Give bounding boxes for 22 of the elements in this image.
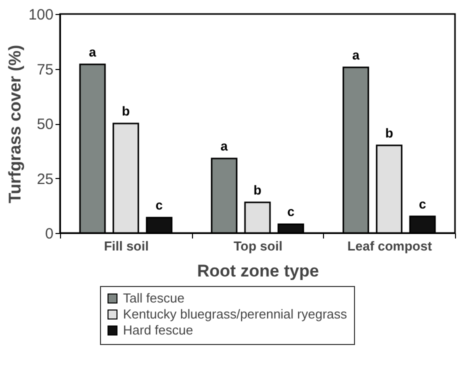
- data-label: b: [122, 104, 130, 118]
- x-tick-label: Fill soil: [104, 238, 149, 254]
- legend-label: Tall fescue: [123, 290, 184, 306]
- y-tick-label: 75: [36, 61, 54, 78]
- x-tick-label: Leaf compost: [347, 238, 433, 254]
- data-label: c: [287, 204, 294, 220]
- y-tick-label: 50: [36, 116, 54, 133]
- data-label: a: [352, 47, 360, 62]
- x-tick-label: Top soil: [234, 238, 282, 254]
- data-label: a: [88, 44, 97, 60]
- legend-label: Hard fescue: [123, 322, 194, 338]
- y-tick-label: 0: [45, 226, 54, 242]
- legend-label: Kentucky bluegrass/perennial ryegrass: [123, 306, 348, 322]
- data-label: b: [254, 182, 262, 198]
- y-tick-label: 25: [36, 170, 54, 188]
- x-axis-title: Root zone type: [197, 262, 319, 280]
- y-tick-label: 100: [28, 6, 54, 24]
- data-label: b: [385, 125, 394, 140]
- data-label: c: [418, 196, 426, 212]
- data-label: c: [156, 198, 163, 213]
- data-label: a: [220, 138, 229, 154]
- y-axis-title: Turfgrass cover (%): [5, 44, 24, 204]
